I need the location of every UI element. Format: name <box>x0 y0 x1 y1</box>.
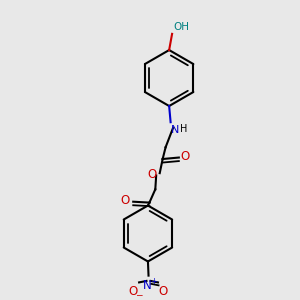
Text: O: O <box>180 150 190 163</box>
Text: −: − <box>135 290 143 299</box>
Text: O: O <box>120 194 130 207</box>
Text: N: N <box>143 279 152 292</box>
Text: H: H <box>180 124 188 134</box>
Text: OH: OH <box>174 22 190 32</box>
Text: O: O <box>148 167 157 181</box>
Text: +: + <box>150 278 157 286</box>
Text: N: N <box>171 124 180 135</box>
Text: O: O <box>159 285 168 298</box>
Text: O: O <box>128 285 137 298</box>
